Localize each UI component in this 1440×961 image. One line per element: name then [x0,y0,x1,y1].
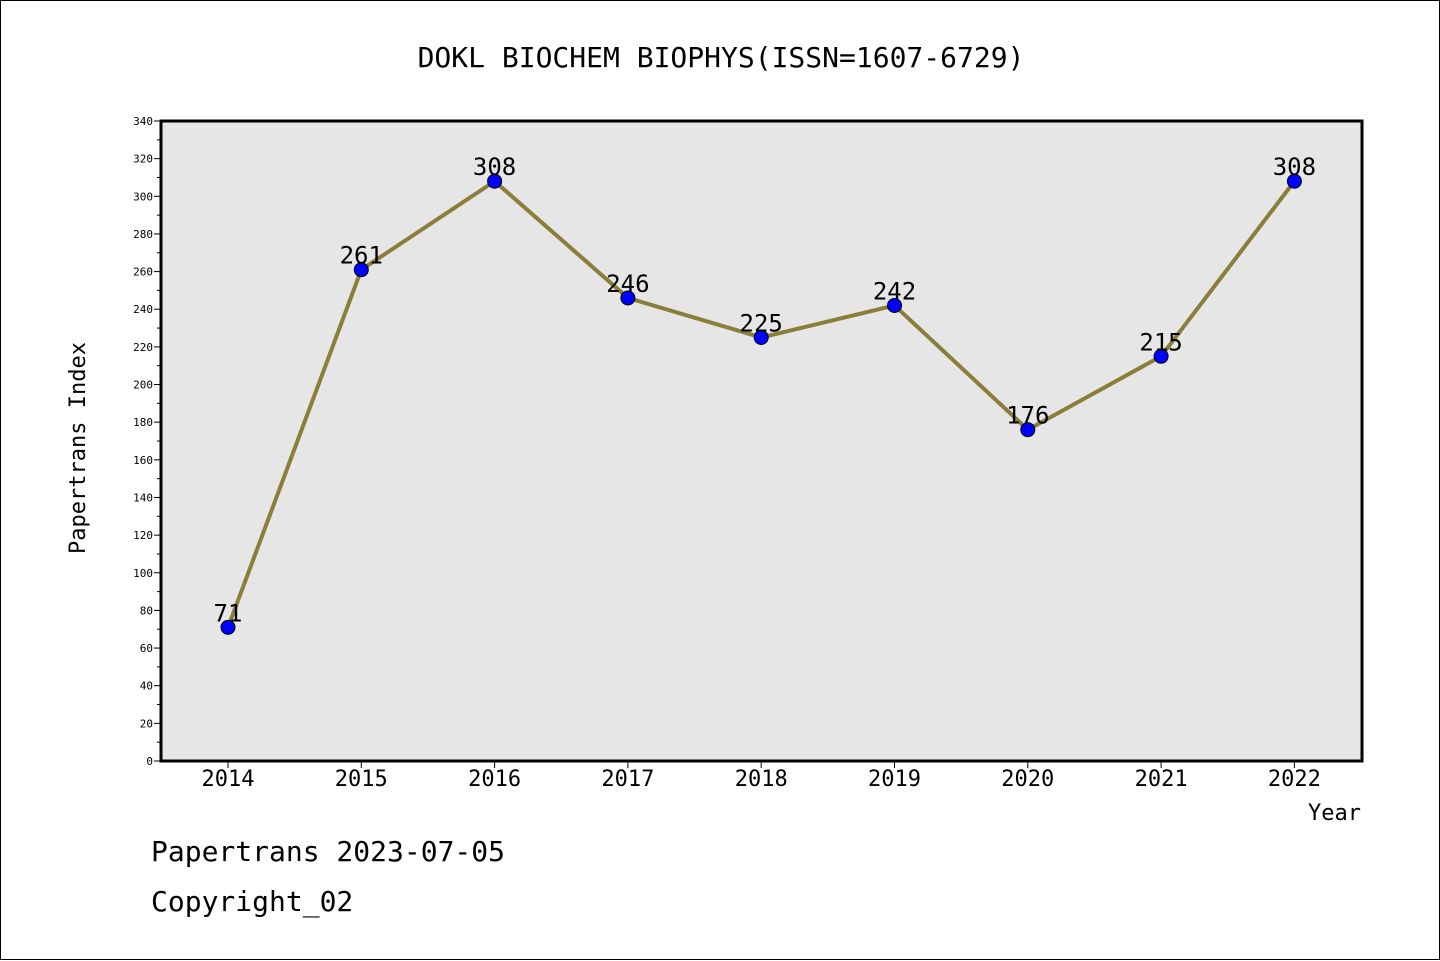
y-axis-label: Papertrans Index [66,342,91,554]
data-label: 242 [873,277,916,305]
y-tick-label: 100 [133,567,153,580]
y-tick-label: 320 [133,153,153,166]
y-tick-label: 240 [133,303,153,316]
chart-title: DOKL BIOCHEM BIOPHYS(ISSN=1607-6729) [418,41,1025,74]
data-point [487,173,503,189]
y-tick-label: 180 [133,416,153,429]
y-tick-label: 140 [133,491,153,504]
x-axis: 2014 2015 2016 2017 2018 2019 2020 2021 2022 [202,761,1321,792]
x-axis-label: Year [1308,801,1361,826]
y-tick-label: 80 [140,604,153,617]
data-point [1020,422,1036,438]
data-label: 308 [1273,153,1316,181]
x-tick-label: 2018 [735,767,788,792]
x-tick-label: 2021 [1135,767,1188,792]
data-points [220,173,1302,635]
y-tick-label: 120 [133,529,153,542]
data-label: 215 [1139,328,1182,356]
data-point [620,290,636,306]
y-tick-label: 200 [133,379,153,392]
y-tick-label: 300 [133,190,153,203]
x-tick-label: 2014 [202,767,255,792]
x-tick-label: 2020 [1001,767,1054,792]
x-tick-label: 2015 [335,767,388,792]
x-tick-label: 2016 [468,767,521,792]
y-tick-label: 220 [133,341,153,354]
y-tick-label: 60 [140,642,153,655]
y-axis: 0 20 40 60 80 100 120 140 160 180 200 220 240 260 280 3… [133,115,161,768]
x-tick-label: 2022 [1268,767,1321,792]
footer-date: Papertrans 2023-07-05 [151,835,506,868]
data-label: 225 [740,309,783,337]
y-tick-label: 340 [133,115,153,128]
data-point [887,297,902,313]
data-point [1153,348,1169,364]
data-label: 176 [1006,402,1049,430]
plot-area [161,121,1362,761]
data-point [753,329,769,345]
footer-copyright: Copyright_02 [151,885,354,918]
y-tick-label: 40 [140,680,153,693]
data-point [1286,173,1302,189]
data-labels: 71 261 308 246 225 242 176 215 308 [214,153,1317,627]
plot-border [159,119,1364,763]
data-label: 308 [473,153,516,181]
data-label: 71 [214,599,243,627]
data-point [220,619,236,635]
y-tick-label: 280 [133,228,153,241]
data-point [353,262,369,278]
y-tick-label: 0 [146,755,153,768]
y-tick-label: 20 [140,717,153,730]
data-label: 246 [606,270,649,298]
y-tick-label: 160 [133,454,153,467]
y-tick-label: 260 [133,266,153,279]
data-label: 261 [340,242,383,270]
x-tick-label: 2019 [868,767,921,792]
x-tick-label: 2017 [601,767,654,792]
